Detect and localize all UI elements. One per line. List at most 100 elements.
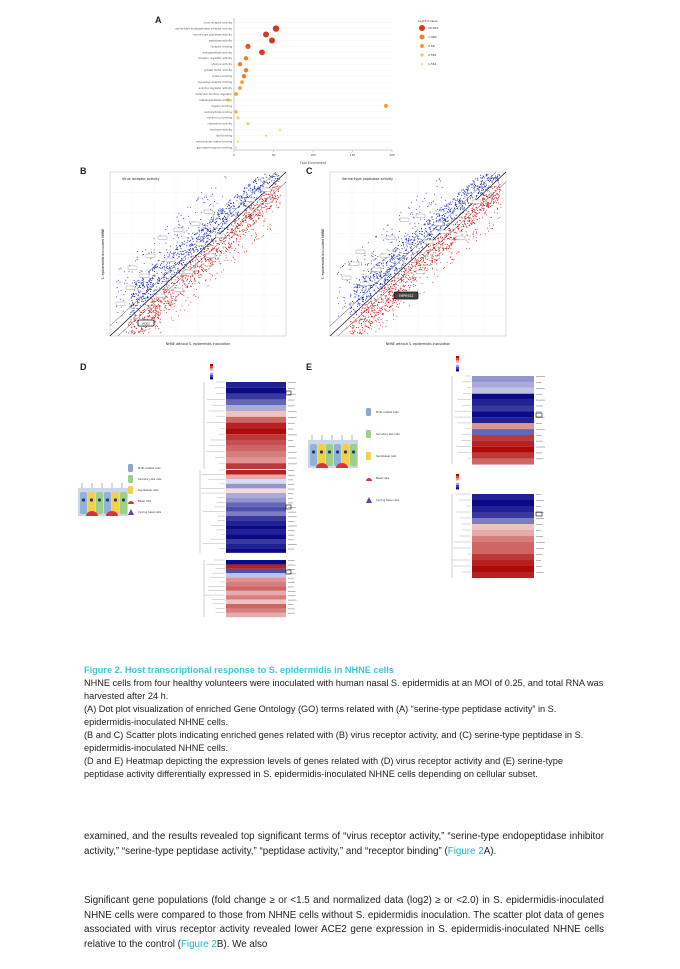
data-point (468, 202, 470, 204)
body-paragraph-1: examined, and the results revealed top s… (84, 830, 604, 859)
heatmap-row (226, 573, 286, 578)
data-point (388, 292, 390, 294)
data-point (389, 288, 391, 291)
data-point (237, 235, 239, 237)
data-point (428, 222, 430, 224)
data-point (135, 321, 137, 323)
data-point (219, 262, 221, 264)
data-point (471, 186, 473, 188)
data-point (403, 273, 406, 275)
data-point (156, 312, 158, 314)
data-point (392, 250, 394, 252)
data-point (188, 281, 191, 283)
data-point (222, 269, 224, 271)
data-point (454, 237, 456, 239)
data-point (456, 232, 458, 234)
go-term-label: enzyme regulator activity (199, 86, 233, 90)
data-point (353, 327, 354, 328)
data-point (146, 289, 148, 291)
data-point (452, 241, 454, 243)
data-point (485, 204, 487, 206)
data-point (150, 282, 153, 284)
data-point (225, 221, 227, 223)
data-point (196, 248, 198, 250)
data-point (158, 305, 160, 307)
figure-2b-link[interactable]: Figure 2 (180, 938, 217, 950)
data-point (472, 215, 474, 217)
data-point (220, 237, 222, 239)
cell-type-label: Secretory-like cells (376, 432, 400, 436)
data-point (355, 312, 357, 314)
data-point (407, 241, 410, 243)
data-point (494, 189, 496, 191)
data-point (394, 300, 397, 302)
legend-dot (419, 25, 425, 31)
data-point (168, 268, 170, 270)
data-point (249, 225, 251, 227)
x-tick-label: 0 (233, 153, 235, 157)
data-point (395, 267, 397, 269)
data-point (498, 191, 501, 193)
data-point (154, 325, 156, 327)
data-point (367, 302, 369, 304)
figure-2a-link[interactable]: Figure 2 (447, 845, 484, 857)
data-point (268, 194, 270, 196)
color-scale-swatch (456, 360, 459, 363)
data-point (358, 321, 360, 323)
data-point (225, 237, 227, 239)
data-point (208, 265, 210, 267)
heatmap-row (226, 488, 286, 494)
data-point (131, 299, 133, 301)
gene-name-label (536, 566, 542, 567)
data-point (386, 276, 389, 279)
data-point (146, 292, 148, 294)
data-point (495, 193, 497, 195)
data-point (367, 242, 369, 244)
data-point (377, 314, 379, 316)
data-point (458, 220, 460, 222)
data-point (243, 191, 245, 193)
data-point (241, 197, 243, 199)
data-point (254, 221, 256, 223)
data-point (265, 181, 267, 183)
data-point (235, 212, 237, 214)
data-point (464, 196, 466, 198)
gene-name-label (288, 440, 294, 441)
data-point (225, 213, 227, 215)
data-point (451, 203, 453, 206)
data-point (213, 248, 215, 250)
data-point (412, 252, 414, 254)
x-tick-label: 200 (389, 153, 395, 157)
data-point (420, 268, 422, 271)
heatmap-row (472, 560, 534, 567)
data-point (368, 290, 371, 292)
data-point (162, 277, 165, 279)
data-point (235, 231, 237, 233)
data-point (250, 218, 252, 220)
data-point (458, 226, 460, 228)
data-point (182, 261, 185, 263)
data-point (418, 265, 420, 267)
data-point (249, 217, 251, 219)
data-point (485, 200, 487, 202)
data-point (205, 261, 207, 263)
data-point (160, 309, 162, 312)
data-point (128, 324, 130, 326)
data-point (394, 261, 395, 263)
data-point (252, 224, 254, 226)
data-point (388, 294, 390, 296)
data-point (147, 313, 149, 315)
data-point (411, 253, 413, 255)
data-point (158, 318, 159, 319)
go-dot (236, 140, 240, 143)
data-point (135, 281, 137, 283)
data-point (399, 254, 401, 256)
data-point (448, 238, 450, 240)
data-point (397, 236, 399, 238)
data-point (202, 269, 204, 271)
data-point (211, 258, 213, 260)
data-point (187, 249, 189, 251)
data-point (370, 316, 372, 318)
data-point (171, 273, 173, 275)
data-point (424, 261, 426, 263)
